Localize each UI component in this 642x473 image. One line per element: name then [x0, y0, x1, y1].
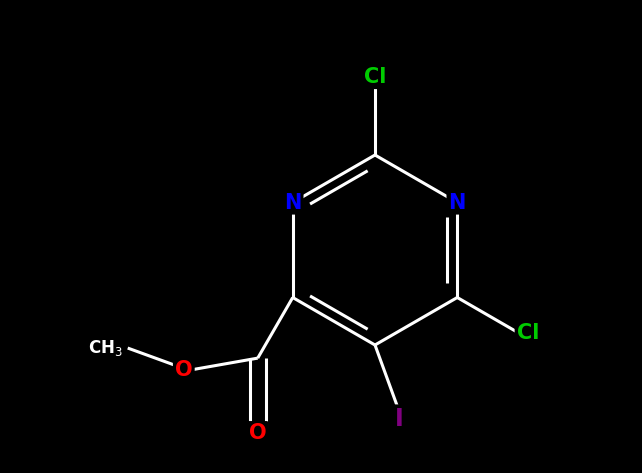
Text: I: I [395, 407, 403, 431]
Text: CH$_3$: CH$_3$ [88, 338, 123, 358]
Text: O: O [249, 423, 266, 443]
Text: Cl: Cl [517, 323, 539, 342]
Text: N: N [449, 193, 466, 212]
Text: Cl: Cl [364, 67, 386, 87]
Text: O: O [175, 360, 193, 380]
Text: N: N [284, 193, 301, 212]
